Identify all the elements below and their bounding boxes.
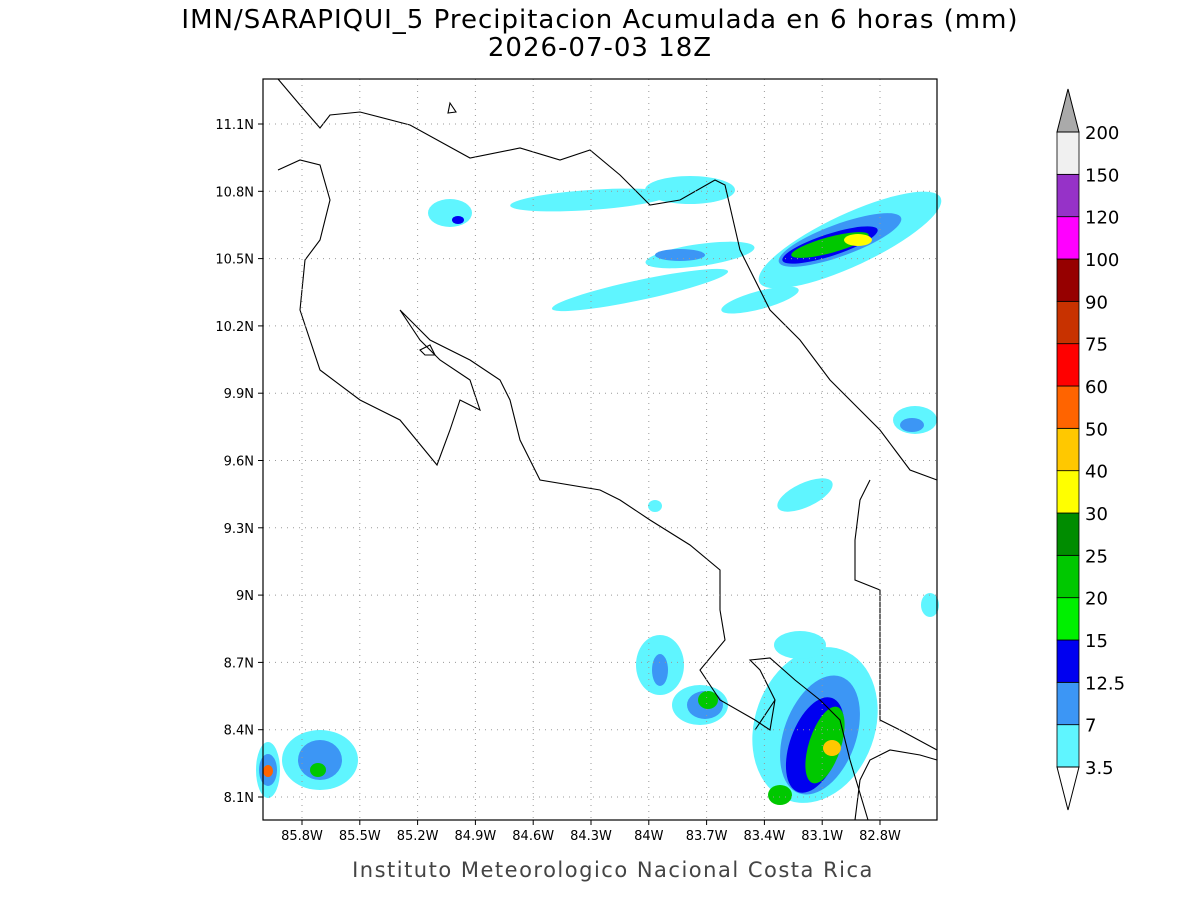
colorbar-segment: [1056, 173, 1080, 218]
colorbar: 3.5 7 12.5 15 20 25 30 40 50 60 75 90 100 120 150 200: [1056, 88, 1125, 811]
colorbar-label: 60: [1085, 377, 1108, 398]
title: IMN/SARAPIQUI_5 Precipitacion Acumulada …: [181, 5, 1018, 35]
colorbar-label: 15: [1085, 631, 1108, 652]
colorbar-label: 200: [1085, 123, 1119, 144]
colorbar-segment: [1056, 385, 1080, 429]
x-tick-label: 83.7W: [686, 829, 728, 844]
y-tick-label: 10.8N: [215, 185, 254, 200]
y-tick-label: 9.6N: [224, 455, 254, 470]
colorbar-label: 90: [1085, 292, 1108, 313]
colorbar-segment: [1056, 639, 1080, 683]
y-tick-label: 10.2N: [215, 320, 254, 335]
x-tick-label: 83.4W: [743, 829, 785, 844]
colorbar-segment: [1056, 131, 1080, 175]
x-tick-label: 82.8W: [859, 829, 901, 844]
colorbar-segment: [1056, 597, 1080, 641]
colorbar-label: 75: [1085, 335, 1108, 356]
y-tick-label: 9N: [236, 589, 254, 604]
subtitle: 2026-07-03 18Z: [488, 33, 712, 63]
x-tick-label: 84W: [634, 829, 664, 844]
colorbar-label: 50: [1085, 419, 1108, 440]
colorbar-label: 3.5: [1085, 758, 1114, 779]
colorbar-label: 30: [1085, 504, 1108, 525]
colorbar-segment: [1056, 427, 1080, 472]
colorbar-segment: [1056, 470, 1080, 514]
x-tick-label: 84.9W: [454, 829, 496, 844]
y-tick-label: 8.1N: [224, 791, 254, 806]
footer: Instituto Meteorologico Nacional Costa R…: [352, 858, 874, 882]
colorbar-segment: [1056, 216, 1080, 260]
colorbar-label: 25: [1085, 546, 1108, 567]
y-tick-label: 9.3N: [224, 522, 254, 537]
y-tick-label: 9.9N: [224, 387, 254, 402]
y-tick-label: 10.5N: [215, 253, 254, 268]
x-tick-label: 84.6W: [512, 829, 554, 844]
colorbar-label: 20: [1085, 589, 1108, 610]
y-tick-label: 8.4N: [224, 724, 254, 739]
y-tick-label: 11.1N: [215, 118, 254, 133]
colorbar-segment: [1056, 343, 1080, 387]
colorbar-label: 100: [1085, 250, 1119, 271]
x-tick-label: 85.5W: [339, 829, 381, 844]
colorbar-segment: [1056, 258, 1080, 302]
x-tick-label: 85.8W: [281, 829, 323, 844]
y-tick-label: 8.7N: [224, 656, 254, 671]
colorbar-label: 40: [1085, 462, 1108, 483]
colorbar-label: 12.5: [1085, 673, 1125, 694]
colorbar-segment: [1056, 681, 1080, 726]
colorbar-segment: [1056, 554, 1080, 599]
colorbar-segment: [1056, 724, 1080, 768]
colorbar-segment: [1056, 512, 1080, 556]
colorbar-label: 7: [1085, 716, 1096, 737]
coastlines: [277, 78, 938, 821]
x-tick-label: 83.1W: [801, 829, 843, 844]
colorbar-label: 150: [1085, 165, 1119, 186]
colorbar-segment: [1056, 300, 1080, 345]
colorbar-label: 120: [1085, 208, 1119, 229]
colorbar-over: [1056, 88, 1080, 133]
colorbar-under: [1056, 766, 1080, 811]
x-tick-label: 85.2W: [397, 829, 439, 844]
map-frame: [262, 78, 938, 821]
x-tick-label: 84.3W: [570, 829, 612, 844]
precipitation-field: [256, 176, 942, 805]
graticule: 85.8W 85.5W 85.2W 84.9W 84.6W 84.3W 84W 83.7W 83…: [215, 79, 937, 844]
